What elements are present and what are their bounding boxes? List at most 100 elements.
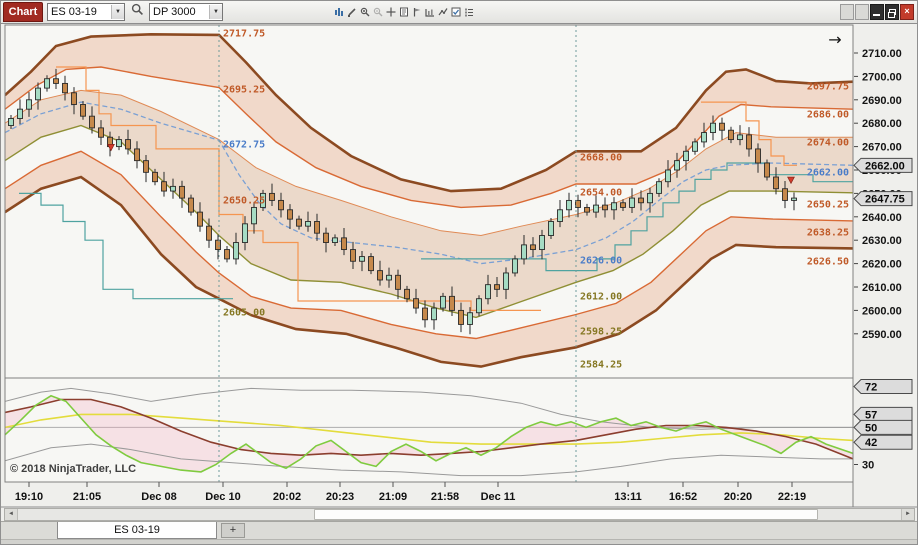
toolbar: Chart ES 03-19 ▼ DP 3000 ▼ — [1, 1, 918, 24]
chart-window-tab[interactable]: Chart — [3, 2, 43, 22]
band-value-label: 2686.00 — [807, 110, 849, 121]
window-extra-button[interactable] — [840, 4, 854, 20]
vendor-copyright: © 2018 NinjaTrader, LLC — [10, 463, 136, 475]
band-value-label: 2598.25 — [580, 327, 622, 338]
axis-tick-label: 2610.00 — [862, 282, 902, 294]
candle-body — [198, 212, 203, 226]
candle-body — [702, 133, 707, 142]
axis-tick-label: 2710.00 — [862, 48, 902, 60]
horizontal-scrollbar[interactable]: ◄ ► — [4, 508, 915, 521]
candle-body — [288, 210, 293, 219]
chevron-down-icon[interactable]: ▼ — [111, 5, 124, 19]
properties-icon[interactable] — [463, 5, 474, 19]
band-value-label: 2605.00 — [223, 308, 265, 319]
candle-body — [162, 182, 167, 191]
band-value-label: 2674.00 — [807, 138, 849, 149]
chart-analyzer-icon[interactable] — [424, 5, 435, 19]
scroll-right-arrow[interactable]: ► — [901, 509, 914, 520]
x-axis-label: 20:23 — [326, 491, 354, 503]
strategy-icon[interactable] — [450, 5, 461, 19]
candle-body — [270, 193, 275, 200]
candle-body — [306, 221, 311, 226]
interval-combobox[interactable]: DP 3000 ▼ — [149, 3, 223, 21]
band-value-label: 2638.25 — [807, 228, 849, 239]
price-marker-value: 50 — [865, 422, 877, 434]
zoom-in-icon[interactable] — [359, 5, 370, 19]
go-to-last-bar-arrow-icon[interactable]: → — [828, 30, 841, 49]
candle-body — [387, 275, 392, 280]
search-icon — [131, 3, 144, 21]
x-axis-label: 20:20 — [724, 491, 752, 503]
crosshair-icon[interactable] — [385, 5, 396, 19]
candle-body — [90, 116, 95, 128]
candle-body — [135, 149, 140, 161]
price-marker-box — [854, 435, 912, 449]
candle-body — [630, 198, 635, 207]
toolbar-icons — [333, 5, 474, 19]
data-series-icon[interactable] — [398, 5, 409, 19]
band-value-label: 2654.00 — [580, 188, 622, 199]
band-value-label: 2668.00 — [580, 153, 622, 164]
candle-body — [531, 245, 536, 250]
candle-body — [450, 296, 455, 310]
candle-body — [522, 245, 527, 259]
x-axis-label: 21:58 — [431, 491, 459, 503]
candle-body — [342, 238, 347, 250]
candle-body — [279, 200, 284, 209]
candle-body — [594, 205, 599, 212]
candle-body — [369, 257, 374, 271]
candle-body — [666, 170, 671, 182]
candle-body — [297, 219, 302, 226]
chart-canvas[interactable]: 2717.752695.252672.752650.252605.002668.… — [1, 1, 918, 545]
flag-icon[interactable] — [411, 5, 422, 19]
add-tab-button[interactable]: + — [221, 523, 245, 538]
candle-body — [675, 161, 680, 170]
chevron-down-icon[interactable]: ▼ — [209, 5, 222, 19]
candle-body — [756, 149, 761, 163]
candle-body — [774, 177, 779, 189]
candle-body — [396, 275, 401, 289]
trend-channel-icon[interactable] — [437, 5, 448, 19]
price-marker-box — [854, 407, 912, 421]
tab-es-03-19[interactable]: ES 03-19 — [57, 522, 217, 539]
minimize-button[interactable] — [870, 4, 884, 20]
candle-body — [558, 210, 563, 222]
candle-body — [603, 205, 608, 210]
band-value-label: 2697.75 — [807, 82, 849, 93]
candle-body — [567, 200, 572, 209]
axis-tick-label: 2690.00 — [862, 95, 902, 107]
candle-body — [72, 93, 77, 105]
scroll-left-arrow[interactable]: ◄ — [5, 509, 18, 520]
draw-icon[interactable] — [346, 5, 357, 19]
candle-body — [153, 172, 158, 181]
candle-body — [63, 83, 68, 92]
candle-body — [414, 299, 419, 308]
candle-body — [54, 79, 59, 84]
scrollbar-thumb[interactable] — [314, 509, 818, 520]
candle-body — [315, 221, 320, 233]
candle-body — [612, 203, 617, 210]
x-axis-label: Dec 08 — [141, 491, 176, 503]
chart-style-icon[interactable] — [333, 5, 344, 19]
x-axis-label: 13:11 — [614, 491, 642, 503]
axis-tick-label: 2680.00 — [862, 118, 902, 130]
price-marker-value: 57 — [865, 409, 877, 421]
candle-body — [378, 271, 383, 280]
axis-tick-label: 2590.00 — [862, 329, 902, 341]
instrument-search-button[interactable] — [129, 4, 145, 20]
candle-body — [252, 207, 257, 223]
candle-body — [234, 243, 239, 259]
candle-body — [648, 193, 653, 202]
candle-body — [9, 119, 14, 126]
candle-body — [36, 88, 41, 100]
close-button[interactable]: × — [900, 4, 914, 20]
window-extra-button[interactable] — [855, 4, 869, 20]
price-marker-box — [854, 420, 912, 434]
zoom-out-icon[interactable] — [372, 5, 383, 19]
restore-button[interactable] — [885, 4, 899, 20]
candle-body — [99, 128, 104, 137]
instrument-combobox[interactable]: ES 03-19 ▼ — [47, 3, 125, 21]
axis-tick-label: 2670.00 — [862, 142, 902, 154]
x-axis-label: 20:02 — [273, 491, 301, 503]
candle-body — [468, 313, 473, 325]
